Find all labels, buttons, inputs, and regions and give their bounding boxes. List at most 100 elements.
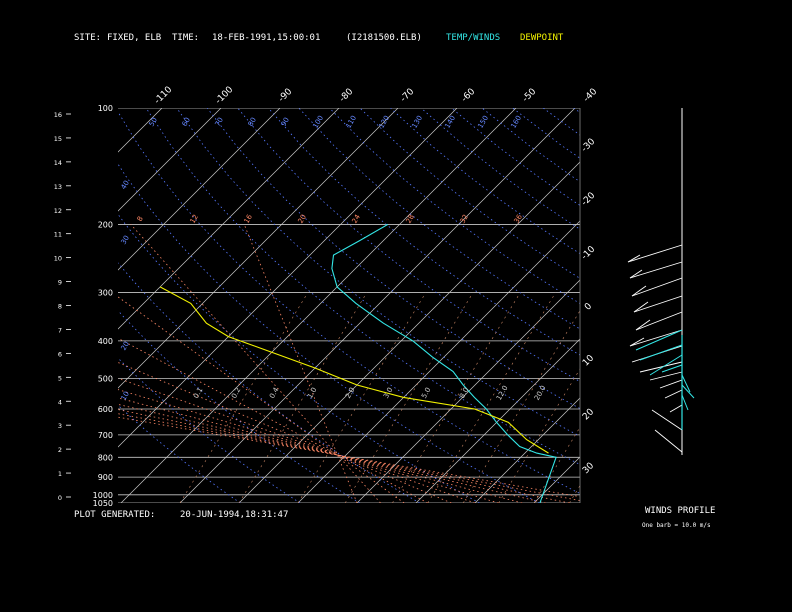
height-tick-label: 15 — [54, 135, 62, 143]
pressure-tick-label: 1050 — [93, 499, 113, 508]
moist-adiabat-label: 20 — [297, 213, 308, 225]
moist-adiabat — [118, 389, 499, 503]
moist-adiabat — [118, 413, 580, 501]
isotherm-label-right: -20 — [580, 190, 598, 208]
wind-barb — [631, 277, 683, 297]
isotherm-line — [770, 108, 792, 503]
dry-adiabat-label: 30 — [120, 234, 131, 246]
dry-adiabat-label: 20 — [120, 340, 131, 352]
pressure-tick-label: 600 — [98, 405, 113, 414]
wind-barb — [635, 311, 683, 331]
isotherm-line — [474, 397, 580, 503]
isotherm-line — [118, 108, 222, 212]
mixing-ratio-label: 20.0 — [533, 384, 548, 402]
isotherm-line — [0, 108, 44, 503]
plot-generated-value: 20-JUN-1994,18:31:47 — [180, 510, 289, 520]
mixing-ratio-line — [179, 292, 309, 503]
height-tick-label: 2 — [58, 446, 62, 454]
dry-adiabat-label: 100 — [311, 114, 325, 130]
moist-adiabat — [118, 409, 570, 503]
wind-barb-flag — [633, 301, 649, 313]
mixing-ratio-label: 1.0 — [306, 386, 318, 400]
dry-adiabat-label: 130 — [410, 114, 424, 130]
pressure-tick-label: 400 — [98, 337, 113, 346]
isotherm-label-right: -30 — [580, 137, 598, 155]
height-tick-label: 10 — [54, 255, 62, 263]
wind-barb-cyan — [681, 394, 689, 411]
isotherm-line — [593, 108, 792, 503]
height-tick-label: 12 — [54, 207, 62, 215]
site-label: SITE: — [74, 33, 102, 43]
dry-adiabat — [145, 108, 580, 465]
height-tick-label: 16 — [54, 111, 62, 119]
isotherm-label-top: -50 — [521, 87, 539, 105]
site-value: FIXED, ELB — [107, 33, 162, 43]
file-value: (I2181500.ELB) — [346, 33, 422, 43]
wind-barb — [659, 379, 683, 389]
height-tick-label: 5 — [58, 374, 62, 382]
moist-adiabat — [118, 362, 452, 503]
dry-adiabat — [542, 108, 580, 136]
wind-barb — [629, 329, 683, 347]
moist-adiabat — [130, 224, 381, 503]
dry-adiabat — [298, 108, 580, 330]
temperature-profile — [331, 223, 557, 503]
dry-adiabat — [635, 108, 792, 503]
wind-barb — [633, 295, 683, 313]
pressure-tick-label: 300 — [98, 289, 113, 298]
mixing-ratio-line — [392, 292, 521, 503]
moist-adiabat — [118, 397, 523, 503]
dry-adiabat-label: 60 — [181, 116, 192, 128]
wind-barb-flag — [631, 285, 647, 297]
mixing-ratio-label: 5.0 — [420, 386, 432, 400]
mixing-ratio-line — [462, 310, 580, 503]
dry-adiabat-label: 80 — [247, 116, 258, 128]
isotherm-line — [297, 220, 580, 503]
isotherm-line — [118, 108, 399, 389]
wind-barb — [649, 371, 683, 381]
isotherm-line — [238, 161, 580, 503]
moist-adiabat-label: 24 — [351, 213, 363, 225]
time-value: 18-FEB-1991,15:00:01 — [212, 33, 321, 43]
moist-adiabat-label: 8 — [136, 215, 145, 223]
moist-adiabat — [243, 224, 358, 503]
mixing-ratio-line — [344, 292, 474, 503]
height-tick-label: 1 — [58, 470, 62, 478]
height-tick-label: 14 — [54, 159, 62, 167]
time-label: TIME: — [172, 33, 200, 43]
moist-adiabat — [118, 296, 405, 503]
wind-barb-cyan — [661, 364, 683, 373]
wind-barb — [639, 361, 683, 373]
isotherm-label-right: 30 — [581, 461, 596, 476]
isotherm-line — [120, 108, 517, 503]
dry-adiabat-label: 40 — [120, 179, 131, 191]
height-tick-label: 0 — [58, 494, 62, 502]
height-tick-label: 6 — [58, 350, 62, 358]
barb-note: One barb = 10.0 m/s — [642, 522, 711, 529]
dry-adiabat-label: 70 — [214, 116, 225, 128]
dry-adiabat-label: 150 — [476, 114, 490, 130]
dry-adiabat-label: 160 — [509, 114, 523, 130]
dry-adiabat — [665, 108, 792, 503]
dry-adiabat — [118, 310, 361, 503]
dry-adiabat — [176, 108, 580, 437]
mixing-ratio-line — [427, 292, 556, 503]
mixing-ratio-label: 3.0 — [382, 386, 394, 400]
dewpoint-profile — [159, 286, 549, 454]
isotherm-line — [118, 108, 458, 448]
dry-adiabat — [420, 108, 580, 230]
dry-adiabat-label: 50 — [148, 116, 159, 128]
dry-adiabat — [267, 108, 580, 356]
isotherm-label-right: 20 — [581, 407, 596, 422]
mixing-ratio-line — [238, 292, 368, 503]
dry-adiabat-label: 10 — [120, 390, 131, 402]
isotherm-label-top: -100 — [214, 85, 236, 107]
wind-barb-cyan — [635, 329, 683, 351]
mixing-ratio-line — [498, 368, 580, 503]
dewpoint-legend: DEWPOINT — [520, 33, 564, 43]
isotherm-label-right: -10 — [580, 244, 598, 262]
dry-adiabat — [451, 108, 580, 206]
height-tick-label: 8 — [58, 303, 62, 311]
height-tick-label: 3 — [58, 422, 62, 430]
